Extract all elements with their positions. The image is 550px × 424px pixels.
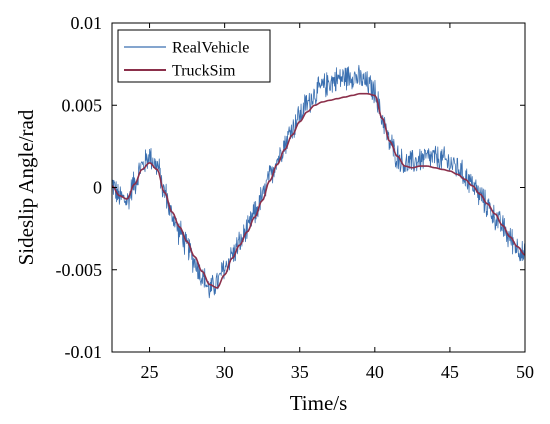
x-tick-label: 50 [516,362,534,382]
series-layer [111,64,526,299]
tick-labels: 25 30 35 40 45 50 -0.01 -0.005 0 0.005 0.01 [56,13,535,382]
legend-label-realvehicle: RealVehicle [172,40,249,57]
x-tick-label: 40 [366,362,384,382]
x-tick-label: 30 [216,362,234,382]
series-line-realvehicle [111,64,526,299]
y-tick-label: 0.005 [62,95,103,115]
legend-label-trucksim: TruckSim [172,63,236,80]
y-axis-label: Sideslip Angle/rad [14,109,38,265]
y-tick-label: -0.01 [65,342,103,362]
y-tick-label: 0.01 [71,13,103,33]
x-tick-label: 35 [291,362,309,382]
legend: RealVehicle TruckSim [117,29,271,83]
series-line-trucksim [111,92,526,289]
ticks-layer [112,22,526,353]
x-axis-label: Time/s [290,391,348,415]
y-tick-label: -0.005 [56,260,103,280]
x-tick-label: 25 [141,362,159,382]
legend-box [117,29,271,83]
x-tick-label: 45 [441,362,459,382]
y-tick-label: 0 [93,178,102,198]
